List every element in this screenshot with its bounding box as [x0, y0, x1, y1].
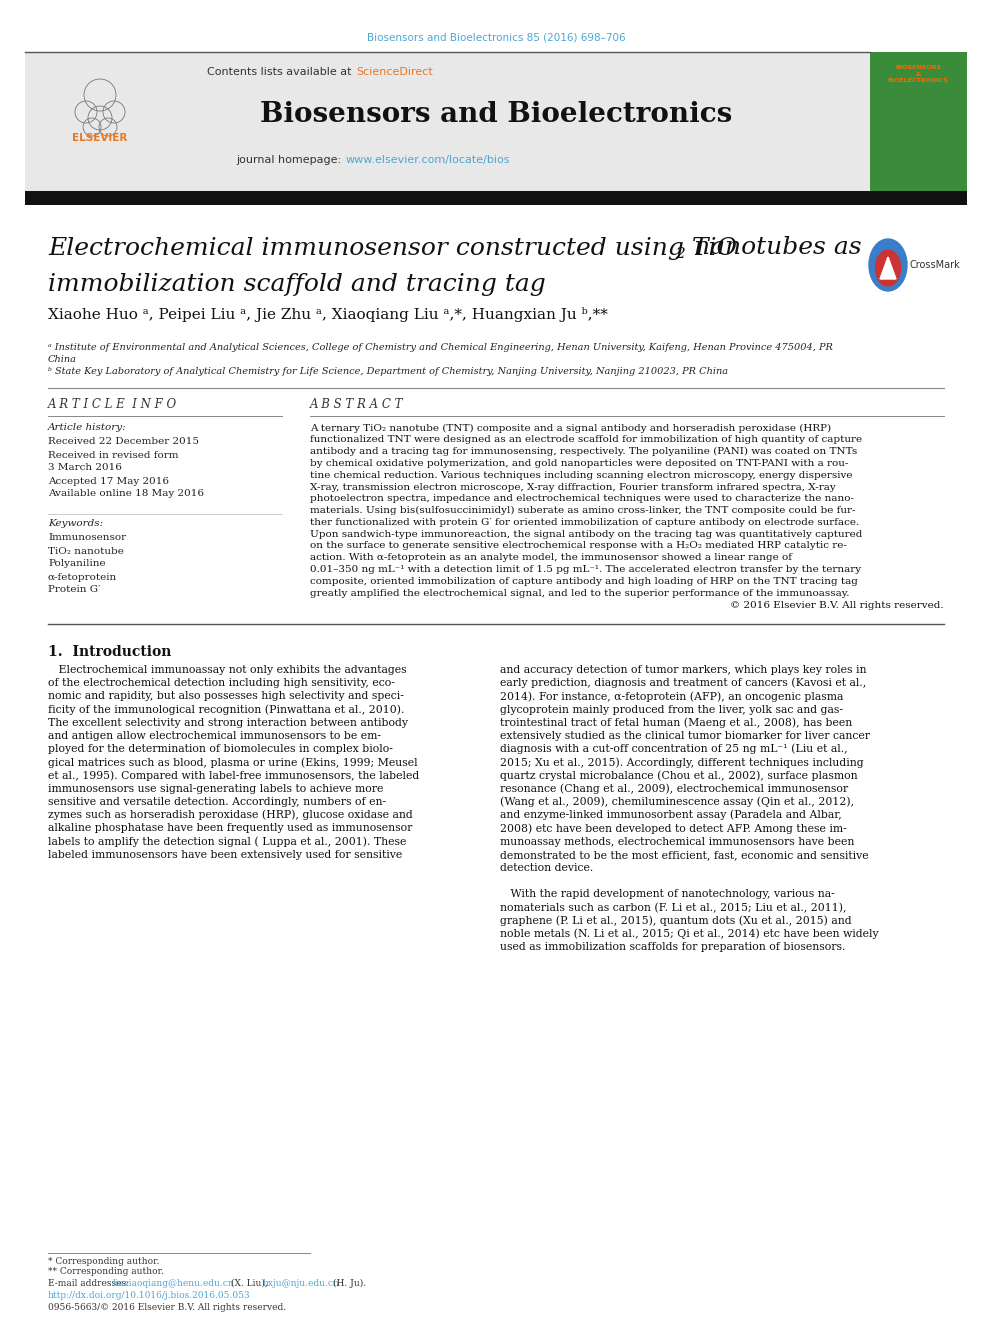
Text: α-fetoprotein: α-fetoprotein	[48, 573, 117, 582]
Text: Polyaniline: Polyaniline	[48, 560, 105, 569]
Text: noble metals (N. Li et al., 2015; Qi et al., 2014) etc have been widely: noble metals (N. Li et al., 2015; Qi et …	[500, 929, 879, 939]
Text: (H. Ju).: (H. Ju).	[330, 1278, 366, 1287]
Text: Biosensors and Bioelectronics: Biosensors and Bioelectronics	[260, 102, 732, 128]
Text: resonance (Chang et al., 2009), electrochemical immunosensor: resonance (Chang et al., 2009), electroc…	[500, 783, 848, 794]
Text: used as immobilization scaffolds for preparation of biosensors.: used as immobilization scaffolds for pre…	[500, 942, 845, 953]
Text: X-ray, transmission electron microscope, X-ray diffraction, Fourier transform in: X-ray, transmission electron microscope,…	[310, 483, 835, 492]
Text: © 2016 Elsevier B.V. All rights reserved.: © 2016 Elsevier B.V. All rights reserved…	[730, 601, 944, 610]
FancyBboxPatch shape	[25, 52, 870, 193]
Text: Electrochemical immunoassay not only exhibits the advantages: Electrochemical immunoassay not only exh…	[48, 665, 407, 675]
Text: Received in revised form: Received in revised form	[48, 451, 179, 459]
Text: 3 March 2016: 3 March 2016	[48, 463, 122, 472]
Text: ** Corresponding author.: ** Corresponding author.	[48, 1267, 164, 1277]
Text: ELSEVIER: ELSEVIER	[72, 134, 128, 143]
Text: liuxiaoqiang@henu.edu.cn: liuxiaoqiang@henu.edu.cn	[113, 1278, 235, 1287]
Text: Upon sandwich-type immunoreaction, the signal antibody on the tracing tag was qu: Upon sandwich-type immunoreaction, the s…	[310, 529, 862, 538]
Text: 2015; Xu et al., 2015). Accordingly, different techniques including: 2015; Xu et al., 2015). Accordingly, dif…	[500, 757, 864, 767]
Text: quartz crystal microbalance (Chou et al., 2002), surface plasmon: quartz crystal microbalance (Chou et al.…	[500, 770, 858, 781]
Text: immobilization scaffold and tracing tag: immobilization scaffold and tracing tag	[48, 274, 546, 296]
Text: sensitive and versatile detection. Accordingly, numbers of en-: sensitive and versatile detection. Accor…	[48, 796, 386, 807]
Text: With the rapid development of nanotechnology, various na-: With the rapid development of nanotechno…	[500, 889, 834, 900]
Text: www.elsevier.com/locate/bios: www.elsevier.com/locate/bios	[346, 155, 511, 165]
Text: zymes such as horseradish peroxidase (HRP), glucose oxidase and: zymes such as horseradish peroxidase (HR…	[48, 810, 413, 820]
Polygon shape	[880, 257, 896, 279]
Text: Protein G′: Protein G′	[48, 586, 100, 594]
Text: composite, oriented immobilization of capture antibody and high loading of HRP o: composite, oriented immobilization of ca…	[310, 577, 858, 586]
Text: on the surface to generate sensitive electrochemical response with a H₂O₂ mediat: on the surface to generate sensitive ele…	[310, 541, 847, 550]
Text: et al., 1995). Compared with label-free immunosensors, the labeled: et al., 1995). Compared with label-free …	[48, 770, 420, 781]
Text: journal homepage:: journal homepage:	[236, 155, 345, 165]
Text: ficity of the immunological recognition (Pinwattana et al., 2010).: ficity of the immunological recognition …	[48, 704, 405, 714]
Text: Biosensors and Bioelectronics 85 (2016) 698–706: Biosensors and Bioelectronics 85 (2016) …	[367, 33, 625, 44]
Text: ᵇ State Key Laboratory of Analytical Chemistry for Life Science, Department of C: ᵇ State Key Laboratory of Analytical Che…	[48, 368, 728, 377]
FancyBboxPatch shape	[870, 52, 967, 193]
Text: Accepted 17 May 2016: Accepted 17 May 2016	[48, 476, 169, 486]
Text: (X. Liu),: (X. Liu),	[228, 1278, 271, 1287]
FancyBboxPatch shape	[25, 191, 967, 205]
Text: labeled immunosensors have been extensively used for sensitive: labeled immunosensors have been extensiv…	[48, 849, 402, 860]
Text: E-mail addresses:: E-mail addresses:	[48, 1278, 132, 1287]
Text: greatly amplified the electrochemical signal, and led to the superior performanc: greatly amplified the electrochemical si…	[310, 589, 849, 598]
Text: 2008) etc have been developed to detect AFP. Among these im-: 2008) etc have been developed to detect …	[500, 823, 847, 833]
Ellipse shape	[876, 250, 901, 286]
Text: Xiaohe Huo ᵃ, Peipei Liu ᵃ, Jie Zhu ᵃ, Xiaoqiang Liu ᵃ,*, Huangxian Ju ᵇ,**: Xiaohe Huo ᵃ, Peipei Liu ᵃ, Jie Zhu ᵃ, X…	[48, 307, 608, 323]
Text: ther functionalized with protein G′ for oriented immobilization of capture antib: ther functionalized with protein G′ for …	[310, 517, 859, 527]
Text: Contents lists available at: Contents lists available at	[207, 67, 355, 77]
Text: The excellent selectivity and strong interaction between antibody: The excellent selectivity and strong int…	[48, 718, 408, 728]
Text: China: China	[48, 356, 77, 365]
Text: Article history:: Article history:	[48, 423, 127, 433]
Text: extensively studied as the clinical tumor biomarker for liver cancer: extensively studied as the clinical tumo…	[500, 732, 870, 741]
Text: nomaterials such as carbon (F. Li et al., 2015; Liu et al., 2011),: nomaterials such as carbon (F. Li et al.…	[500, 902, 846, 913]
Text: BIOSENSORS
&
BIOELECTRONICS: BIOSENSORS & BIOELECTRONICS	[888, 65, 948, 83]
Text: gical matrices such as blood, plasma or urine (Ekins, 1999; Meusel: gical matrices such as blood, plasma or …	[48, 757, 418, 767]
Text: 1.  Introduction: 1. Introduction	[48, 646, 172, 659]
Text: photoelectron spectra, impedance and electrochemical techniques were used to cha: photoelectron spectra, impedance and ele…	[310, 495, 854, 503]
Text: 2: 2	[675, 247, 684, 261]
Text: antibody and a tracing tag for immunosensing, respectively. The polyaniline (PAN: antibody and a tracing tag for immunosen…	[310, 447, 857, 456]
Text: trointestinal tract of fetal human (Maeng et al., 2008), has been: trointestinal tract of fetal human (Maen…	[500, 717, 852, 728]
Text: 2014). For instance, α-fetoprotein (AFP), an oncogenic plasma: 2014). For instance, α-fetoprotein (AFP)…	[500, 691, 843, 701]
Text: ployed for the determination of biomolecules in complex biolo-: ployed for the determination of biomolec…	[48, 745, 393, 754]
Text: munoassay methods, electrochemical immunosensors have been: munoassay methods, electrochemical immun…	[500, 836, 854, 847]
Text: detection device.: detection device.	[500, 863, 593, 873]
Ellipse shape	[869, 239, 907, 291]
Text: action. With α-fetoprotein as an analyte model, the immunosensor showed a linear: action. With α-fetoprotein as an analyte…	[310, 553, 792, 562]
Text: nanotubes as: nanotubes as	[686, 237, 862, 259]
Text: Electrochemical immunosensor constructed using TiO: Electrochemical immunosensor constructed…	[48, 237, 737, 259]
Text: and enzyme-linked immunosorbent assay (Paradela and Albar,: and enzyme-linked immunosorbent assay (P…	[500, 810, 842, 820]
Text: http://dx.doi.org/10.1016/j.bios.2016.05.053: http://dx.doi.org/10.1016/j.bios.2016.05…	[48, 1291, 251, 1301]
Text: labels to amplify the detection signal ( Luppa et al., 2001). These: labels to amplify the detection signal (…	[48, 836, 407, 847]
Text: graphene (P. Li et al., 2015), quantum dots (Xu et al., 2015) and: graphene (P. Li et al., 2015), quantum d…	[500, 916, 851, 926]
Text: and accuracy detection of tumor markers, which plays key roles in: and accuracy detection of tumor markers,…	[500, 665, 866, 675]
Text: immunosensors use signal-generating labels to achieve more: immunosensors use signal-generating labe…	[48, 783, 383, 794]
Text: diagnosis with a cut-off concentration of 25 ng mL⁻¹ (Liu et al.,: diagnosis with a cut-off concentration o…	[500, 744, 847, 754]
Text: hxju@nju.edu.cn: hxju@nju.edu.cn	[263, 1278, 340, 1287]
Text: Keywords:: Keywords:	[48, 520, 103, 528]
Text: alkaline phosphatase have been frequently used as immunosensor: alkaline phosphatase have been frequentl…	[48, 823, 413, 833]
Text: early prediction, diagnosis and treatment of cancers (Kavosi et al.,: early prediction, diagnosis and treatmen…	[500, 677, 866, 688]
Text: A ternary TiO₂ nanotube (TNT) composite and a signal antibody and horseradish pe: A ternary TiO₂ nanotube (TNT) composite …	[310, 423, 831, 433]
Text: by chemical oxidative polymerization, and gold nanoparticles were deposited on T: by chemical oxidative polymerization, an…	[310, 459, 848, 468]
Text: glycoprotein mainly produced from the liver, yolk sac and gas-: glycoprotein mainly produced from the li…	[500, 705, 843, 714]
Text: A R T I C L E  I N F O: A R T I C L E I N F O	[48, 398, 178, 411]
Text: ᵃ Institute of Environmental and Analytical Sciences, College of Chemistry and C: ᵃ Institute of Environmental and Analyti…	[48, 344, 833, 352]
Text: materials. Using bis(sulfosuccinimidyl) suberate as amino cross-linker, the TNT : materials. Using bis(sulfosuccinimidyl) …	[310, 505, 855, 515]
Text: * Corresponding author.: * Corresponding author.	[48, 1257, 160, 1266]
Text: 0.01–350 ng mL⁻¹ with a detection limit of 1.5 pg mL⁻¹. The accelerated electron: 0.01–350 ng mL⁻¹ with a detection limit …	[310, 565, 861, 574]
Text: TiO₂ nanotube: TiO₂ nanotube	[48, 546, 124, 556]
Text: functionalized TNT were designed as an electrode scaffold for immobilization of : functionalized TNT were designed as an e…	[310, 435, 862, 445]
Text: CrossMark: CrossMark	[910, 261, 960, 270]
Text: ScienceDirect: ScienceDirect	[356, 67, 433, 77]
Text: Available online 18 May 2016: Available online 18 May 2016	[48, 490, 204, 499]
Text: tine chemical reduction. Various techniques including scanning electron microsco: tine chemical reduction. Various techniq…	[310, 471, 852, 480]
Text: of the electrochemical detection including high sensitivity, eco-: of the electrochemical detection includi…	[48, 679, 395, 688]
Text: Immunosensor: Immunosensor	[48, 533, 126, 542]
Text: A B S T R A C T: A B S T R A C T	[310, 398, 404, 411]
Text: and antigen allow electrochemical immunosensors to be em-: and antigen allow electrochemical immuno…	[48, 732, 381, 741]
Text: Received 22 December 2015: Received 22 December 2015	[48, 438, 199, 446]
Text: demonstrated to be the most efficient, fast, economic and sensitive: demonstrated to be the most efficient, f…	[500, 849, 869, 860]
Text: 0956-5663/© 2016 Elsevier B.V. All rights reserved.: 0956-5663/© 2016 Elsevier B.V. All right…	[48, 1303, 286, 1312]
Text: nomic and rapidity, but also possesses high selectivity and speci-: nomic and rapidity, but also possesses h…	[48, 692, 404, 701]
Text: (Wang et al., 2009), chemiluminescence assay (Qin et al., 2012),: (Wang et al., 2009), chemiluminescence a…	[500, 796, 854, 807]
